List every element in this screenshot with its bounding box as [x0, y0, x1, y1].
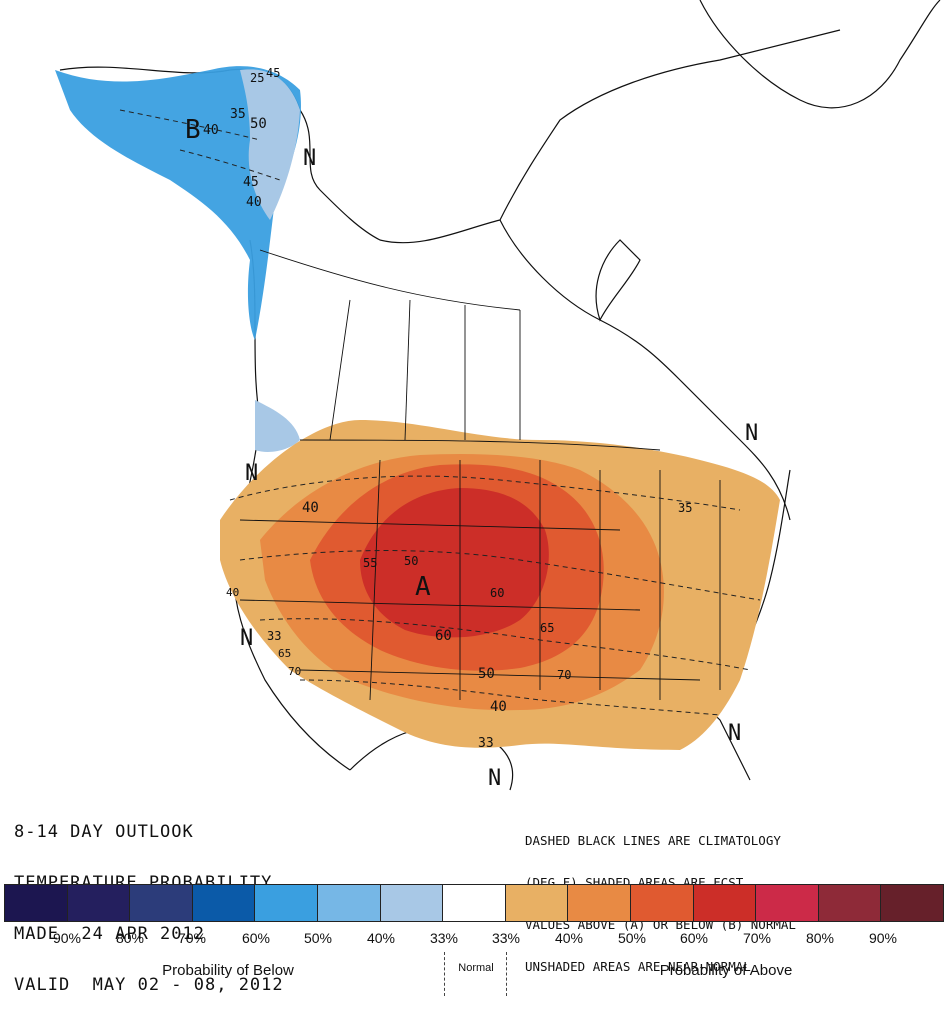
- boundary-line: [329, 299, 351, 441]
- climatology-lines: [119, 109, 761, 716]
- hudson-east-coast: [499, 219, 791, 521]
- legend-swatch: [881, 885, 943, 921]
- legend-swatch: [693, 885, 757, 921]
- legend-swatch: [255, 885, 318, 921]
- normal-marker: N: [303, 146, 316, 171]
- contour-label: 45: [266, 66, 280, 80]
- legend-label: 33%: [491, 930, 521, 946]
- note-line: DASHED BLACK LINES ARE CLIMATOLOGY: [525, 833, 781, 848]
- contour-label: 70: [288, 665, 301, 678]
- legend-swatch: [5, 885, 68, 921]
- contour-label: 40: [226, 586, 239, 599]
- climatology-line: [299, 679, 721, 716]
- legend-swatch: [505, 885, 569, 921]
- legend-label: 90%: [52, 930, 82, 946]
- legend-swatch: [630, 885, 694, 921]
- contour-label: 35: [678, 501, 692, 515]
- above-caption: Probability of Above: [659, 962, 793, 979]
- contour-label: 55: [363, 556, 377, 570]
- legend-label: 70%: [742, 930, 772, 946]
- contour-label: 40: [302, 500, 319, 516]
- contour-label: 45: [243, 175, 259, 190]
- above-center-label: A: [415, 572, 431, 602]
- legend-swatch: [130, 885, 193, 921]
- legend-label: 60%: [679, 930, 709, 946]
- outlook-line: VALID MAY 02 - 08, 2012: [14, 975, 284, 995]
- legend-swatch: [192, 885, 256, 921]
- below-pacific-nw-area: [255, 400, 300, 452]
- legend-swatch: [818, 885, 882, 921]
- hudson-bay: [595, 239, 641, 322]
- above-60pct-area: [360, 488, 549, 638]
- boundary-line: [259, 249, 521, 311]
- climatology-line: [179, 149, 281, 181]
- contour-label: 25: [250, 71, 264, 85]
- below-33pct-area: [240, 69, 300, 220]
- legend-label: 50%: [617, 930, 647, 946]
- legend-label: 60%: [241, 930, 271, 946]
- legend-label: 90%: [868, 930, 898, 946]
- legend-swatch: [317, 885, 381, 921]
- climatology-line: [229, 475, 741, 511]
- greenland: [699, 0, 941, 109]
- legend-swatch: [67, 885, 131, 921]
- normal-marker: N: [745, 421, 758, 446]
- boundary-line: [239, 599, 641, 611]
- above-region: [220, 420, 780, 750]
- legend-swatch: [380, 885, 444, 921]
- normal-divider: [444, 952, 445, 996]
- below-center-label: B: [185, 115, 201, 145]
- boundary-line: [299, 669, 701, 681]
- normal-caption: Normal: [458, 962, 494, 974]
- legend-swatch: [756, 885, 819, 921]
- legend-label: 40%: [554, 930, 584, 946]
- climatology-line: [259, 618, 751, 671]
- contour-label: 50: [404, 554, 418, 568]
- contour-label: 40: [246, 195, 262, 210]
- outlook-line: MADE 24 APR 2012: [14, 924, 205, 944]
- contour-label: 50: [250, 116, 267, 132]
- below-caption: Probability of Below: [162, 962, 294, 979]
- boundary-line: [369, 459, 381, 701]
- contour-label: 35: [230, 107, 246, 122]
- legend-label: 50%: [303, 930, 333, 946]
- boundary-line: [404, 299, 411, 441]
- legend-label: 80%: [805, 930, 835, 946]
- contour-label: 33: [478, 736, 494, 751]
- boundaries: [239, 249, 721, 701]
- legend-label: 80%: [115, 930, 145, 946]
- climatology-line: [239, 550, 761, 601]
- legend-swatch: [443, 885, 506, 921]
- normal-marker: N: [488, 766, 501, 791]
- contour-label: 65: [278, 647, 291, 660]
- contour-label: 33: [267, 629, 281, 643]
- normal-marker: N: [240, 626, 253, 651]
- legend-label: 40%: [366, 930, 396, 946]
- boundary-line: [299, 439, 661, 451]
- contour-label: 50: [478, 666, 495, 682]
- contour-label: 70: [557, 668, 571, 682]
- contour-label: 60: [490, 586, 504, 600]
- outlook-line: 8-14 DAY OUTLOOK: [14, 822, 194, 842]
- climatology-line: [119, 109, 261, 141]
- probability-legend: [4, 884, 944, 922]
- boundary-line: [239, 519, 621, 531]
- contour-label: 65: [540, 621, 554, 635]
- note-line: UNSHADED AREAS ARE NEAR-NORMAL: [525, 959, 751, 974]
- normal-divider: [506, 952, 507, 996]
- legend-label: 70%: [177, 930, 207, 946]
- forecast-map: B A N N N N N N 25 35 40 45 50 40 45 40 …: [55, 0, 941, 791]
- contour-label: 60: [435, 628, 452, 644]
- legend-label: 33%: [429, 930, 459, 946]
- contour-label: 40: [203, 123, 219, 138]
- normal-marker: N: [245, 461, 258, 486]
- normal-marker: N: [728, 721, 741, 746]
- legend-swatch: [568, 885, 631, 921]
- contour-label: 40: [490, 699, 507, 715]
